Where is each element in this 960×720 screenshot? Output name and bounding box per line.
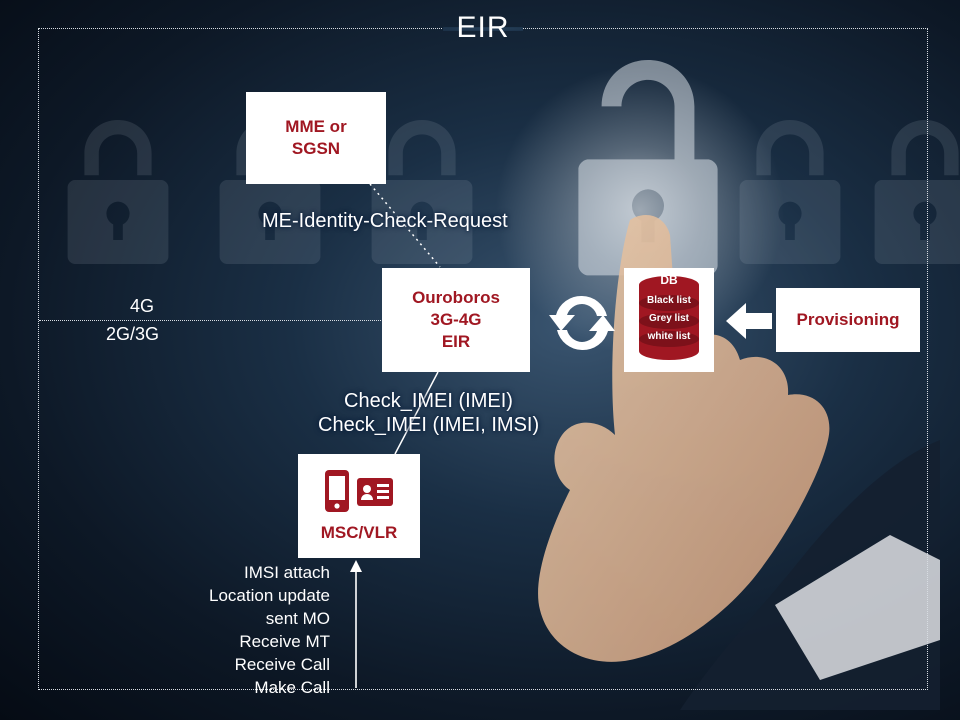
msc-event: Receive Call xyxy=(120,654,330,677)
node-provisioning: Provisioning xyxy=(776,288,920,352)
msc-event: Make Call xyxy=(120,677,330,700)
node-ouroboros-line2: 3G-4G xyxy=(430,309,481,331)
node-mme-sgsn-line1: MME or xyxy=(285,116,346,138)
node-db: DB Black list Grey list white list xyxy=(624,268,714,372)
arrow-left-icon xyxy=(726,303,772,339)
msc-event: Location update xyxy=(120,585,330,608)
node-msc-vlr-label: MSC/VLR xyxy=(321,522,398,544)
db-black: Black list xyxy=(624,295,714,306)
db-white: white list xyxy=(624,331,714,342)
arrow-up-icon xyxy=(349,560,363,688)
label-check-imei-1: Check_IMEI (IMEI) xyxy=(344,390,513,413)
node-ouroboros-line1: Ouroboros xyxy=(412,287,500,309)
label-check-imei-2: Check_IMEI (IMEI, IMSI) xyxy=(318,414,539,437)
label-me-identity-check: ME-Identity-Check-Request xyxy=(262,210,508,233)
msc-icon xyxy=(321,468,397,518)
msc-event: Receive MT xyxy=(120,631,330,654)
node-ouroboros-eir: Ouroboros 3G-4G EIR xyxy=(382,268,530,372)
db-grey: Grey list xyxy=(624,313,714,324)
msc-events-list: IMSI attach Location update sent MO Rece… xyxy=(120,562,330,700)
msc-event: IMSI attach xyxy=(120,562,330,585)
node-mme-sgsn: MME or SGSN xyxy=(246,92,386,184)
db-title: DB xyxy=(624,273,714,287)
node-mme-sgsn-line2: SGSN xyxy=(292,138,340,160)
cycle-arrow-icon xyxy=(548,292,616,354)
node-provisioning-label: Provisioning xyxy=(797,309,900,331)
msc-event: sent MO xyxy=(120,608,330,631)
node-ouroboros-line3: EIR xyxy=(442,331,470,353)
node-msc-vlr: MSC/VLR xyxy=(298,454,420,558)
